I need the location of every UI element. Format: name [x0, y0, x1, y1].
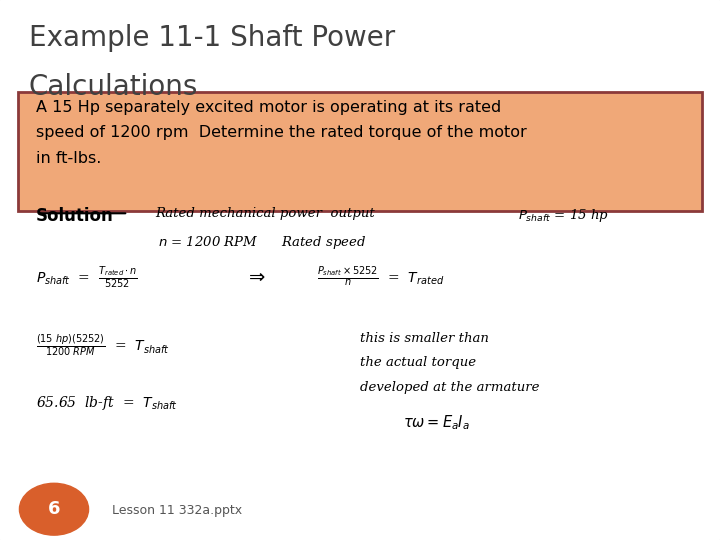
Text: $\tau\omega = E_a I_a$: $\tau\omega = E_a I_a$	[403, 413, 470, 432]
Text: $P_{shaft}$ = 15 hp: $P_{shaft}$ = 15 hp	[518, 207, 609, 224]
Text: $\frac{P_{shaft} \times 5252}{n}$  =  $T_{rated}$: $\frac{P_{shaft} \times 5252}{n}$ = $T_{…	[317, 265, 444, 289]
Text: Solution: Solution	[36, 207, 114, 225]
FancyBboxPatch shape	[18, 92, 702, 211]
Text: A 15 Hp separately excited motor is operating at its rated: A 15 Hp separately excited motor is oper…	[36, 100, 501, 115]
Text: 6: 6	[48, 500, 60, 518]
Text: Rated mechanical power  output: Rated mechanical power output	[155, 207, 374, 220]
Text: $n$ = 1200 RPM      Rated speed: $n$ = 1200 RPM Rated speed	[158, 234, 366, 251]
Text: Calculations: Calculations	[29, 73, 198, 101]
Text: this is smaller than: this is smaller than	[360, 332, 489, 345]
Text: the actual torque: the actual torque	[360, 356, 476, 369]
Text: $\Rightarrow$: $\Rightarrow$	[245, 267, 266, 286]
Circle shape	[19, 483, 89, 535]
Text: in ft-lbs.: in ft-lbs.	[36, 151, 102, 166]
Text: Lesson 11 332a.pptx: Lesson 11 332a.pptx	[112, 504, 242, 517]
Text: 65.65  lb-ft  =  $T_{shaft}$: 65.65 lb-ft = $T_{shaft}$	[36, 394, 178, 412]
Text: speed of 1200 rpm  Determine the rated torque of the motor: speed of 1200 rpm Determine the rated to…	[36, 125, 527, 140]
Text: developed at the armature: developed at the armature	[360, 381, 539, 394]
Text: $\frac{(15\ hp)(5252)}{1200\ RPM}$  =  $T_{shaft}$: $\frac{(15\ hp)(5252)}{1200\ RPM}$ = $T_…	[36, 332, 170, 358]
Text: $P_{shaft}$  =  $\frac{T_{rated} \cdot n}{5252}$: $P_{shaft}$ = $\frac{T_{rated} \cdot n}{…	[36, 265, 138, 291]
Text: Example 11-1 Shaft Power: Example 11-1 Shaft Power	[29, 24, 395, 52]
